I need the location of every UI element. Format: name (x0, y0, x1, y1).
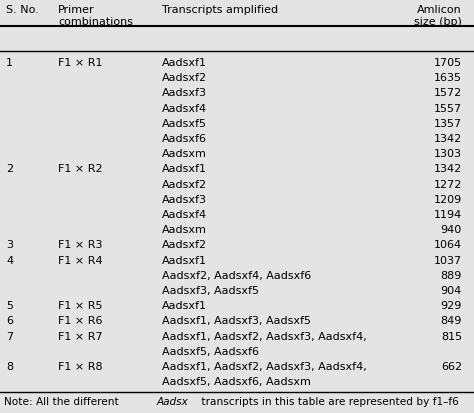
Text: 1064: 1064 (434, 240, 462, 250)
Text: Aadsxf2: Aadsxf2 (162, 179, 207, 189)
Text: Aadsxf3: Aadsxf3 (162, 88, 207, 98)
Text: 1272: 1272 (434, 179, 462, 189)
Text: Aadsxf1, Aadsxf2, Aadsxf3, Aadsxf4,: Aadsxf1, Aadsxf2, Aadsxf3, Aadsxf4, (162, 361, 367, 371)
Text: S. No.: S. No. (6, 5, 39, 15)
Text: Amlicon
size (bp): Amlicon size (bp) (414, 5, 462, 26)
Text: F1 × R1: F1 × R1 (58, 58, 102, 68)
Text: Aadsxf1, Aadsxf2, Aadsxf3, Aadsxf4,: Aadsxf1, Aadsxf2, Aadsxf3, Aadsxf4, (162, 331, 367, 341)
Text: 662: 662 (441, 361, 462, 371)
Text: F1 × R3: F1 × R3 (58, 240, 102, 250)
Text: 7: 7 (6, 331, 13, 341)
Text: Aadsx: Aadsx (156, 396, 188, 406)
Text: Aadsxf1: Aadsxf1 (162, 164, 207, 174)
Text: 8: 8 (6, 361, 13, 371)
Text: Aadsxf2: Aadsxf2 (162, 240, 207, 250)
Text: Aadsxm: Aadsxm (162, 149, 207, 159)
Text: 1194: 1194 (434, 209, 462, 219)
Text: F1 × R7: F1 × R7 (58, 331, 103, 341)
Text: Primer
combinations: Primer combinations (58, 5, 133, 26)
Text: 904: 904 (441, 285, 462, 295)
Text: Aadsxf1: Aadsxf1 (162, 58, 207, 68)
Text: F1 × R2: F1 × R2 (58, 164, 103, 174)
Text: 1357: 1357 (434, 119, 462, 128)
Text: 1342: 1342 (434, 164, 462, 174)
Text: 940: 940 (441, 225, 462, 235)
Text: Note: All the different: Note: All the different (4, 396, 122, 406)
Text: 1037: 1037 (434, 255, 462, 265)
Text: 4: 4 (6, 255, 13, 265)
Text: Aadsxf5, Aadsxf6, Aadsxm: Aadsxf5, Aadsxf6, Aadsxm (162, 376, 311, 386)
Text: 1557: 1557 (434, 103, 462, 113)
Text: 2: 2 (6, 164, 13, 174)
Text: 1209: 1209 (434, 195, 462, 204)
Text: Aadsxf1, Aadsxf3, Aadsxf5: Aadsxf1, Aadsxf3, Aadsxf5 (162, 316, 311, 325)
Text: 929: 929 (441, 301, 462, 311)
Text: 1303: 1303 (434, 149, 462, 159)
Text: F1 × R8: F1 × R8 (58, 361, 103, 371)
Text: Transcripts amplified: Transcripts amplified (162, 5, 278, 15)
Text: Aadsxf1: Aadsxf1 (162, 255, 207, 265)
Text: Aadsxf5: Aadsxf5 (162, 119, 207, 128)
Text: Aadsxf2, Aadsxf4, Aadsxf6: Aadsxf2, Aadsxf4, Aadsxf6 (162, 270, 311, 280)
Text: F1 × R4: F1 × R4 (58, 255, 103, 265)
Text: transcripts in this table are represented by f1–f6: transcripts in this table are represente… (198, 396, 458, 406)
Text: 3: 3 (6, 240, 13, 250)
Text: 5: 5 (6, 301, 13, 311)
Text: Aadsxf2: Aadsxf2 (162, 73, 207, 83)
Text: 889: 889 (441, 270, 462, 280)
Text: Aadsxm: Aadsxm (162, 225, 207, 235)
Text: Aadsxf4: Aadsxf4 (162, 209, 207, 219)
Text: F1 × R5: F1 × R5 (58, 301, 102, 311)
Text: 1635: 1635 (434, 73, 462, 83)
Text: Aadsxf6: Aadsxf6 (162, 134, 207, 144)
Text: F1 × R6: F1 × R6 (58, 316, 102, 325)
Text: 1572: 1572 (434, 88, 462, 98)
Text: 815: 815 (441, 331, 462, 341)
Text: Aadsxf5, Aadsxf6: Aadsxf5, Aadsxf6 (162, 346, 259, 356)
Text: 1342: 1342 (434, 134, 462, 144)
Text: 1705: 1705 (434, 58, 462, 68)
Text: 849: 849 (441, 316, 462, 325)
Text: Aadsxf3: Aadsxf3 (162, 195, 207, 204)
Text: Aadsxf3, Aadsxf5: Aadsxf3, Aadsxf5 (162, 285, 259, 295)
Text: Aadsxf4: Aadsxf4 (162, 103, 207, 113)
Text: 1: 1 (6, 58, 13, 68)
Text: 6: 6 (6, 316, 13, 325)
Text: Aadsxf1: Aadsxf1 (162, 301, 207, 311)
